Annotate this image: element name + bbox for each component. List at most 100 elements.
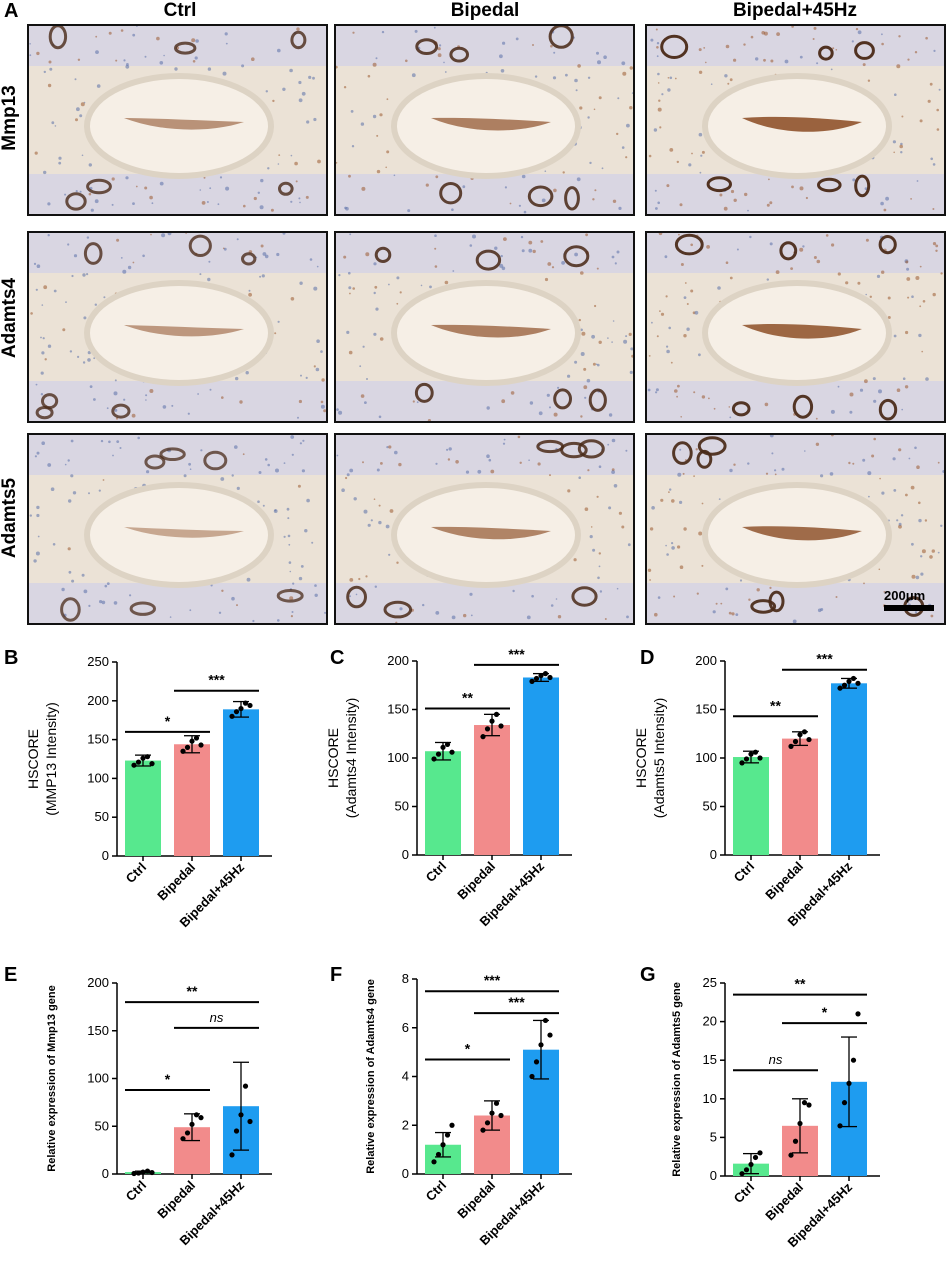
cell-nucleus bbox=[766, 203, 770, 207]
vessel bbox=[41, 393, 59, 410]
cell-nucleus bbox=[386, 446, 389, 449]
cell-nucleus bbox=[849, 392, 854, 397]
row-title-mmp13: Mmp13 bbox=[0, 85, 20, 151]
cell-nucleus bbox=[749, 235, 752, 239]
cell-nucleus bbox=[898, 524, 902, 529]
cell-nucleus bbox=[769, 586, 772, 589]
cell-nucleus bbox=[729, 276, 733, 280]
vessel bbox=[577, 439, 605, 459]
cell-nucleus bbox=[376, 169, 381, 174]
row-title-adamts4: Adamts4 bbox=[0, 277, 20, 359]
cell-nucleus bbox=[725, 261, 729, 264]
cell-nucleus bbox=[671, 499, 675, 503]
y-tick-label: 50 bbox=[395, 799, 409, 814]
chart-f: F Relative expression of Adamts4 gene 0 2 4 6… bbox=[330, 964, 572, 1248]
cell-nucleus bbox=[727, 82, 730, 85]
cell-nucleus bbox=[881, 491, 885, 495]
cell-nucleus bbox=[715, 602, 718, 605]
cell-nucleus bbox=[837, 385, 840, 388]
data-point bbox=[850, 675, 857, 682]
cell-nucleus bbox=[763, 58, 766, 62]
cell-nucleus bbox=[871, 454, 875, 458]
cell-nucleus bbox=[656, 55, 659, 58]
cell-nucleus bbox=[655, 207, 658, 210]
cell-nucleus bbox=[144, 55, 147, 58]
cell-nucleus bbox=[239, 400, 243, 404]
cell-nucleus bbox=[578, 476, 581, 479]
significance-label: ** bbox=[187, 983, 198, 999]
vessel bbox=[527, 185, 554, 208]
cell-nucleus bbox=[379, 113, 383, 117]
data-point bbox=[850, 1057, 857, 1063]
cell-nucleus bbox=[69, 350, 73, 353]
cell-nucleus bbox=[43, 285, 48, 290]
cell-nucleus bbox=[849, 410, 853, 414]
micrograph-image bbox=[29, 26, 326, 214]
cell-nucleus bbox=[667, 77, 670, 79]
micrograph-image bbox=[336, 435, 633, 623]
data-point bbox=[489, 1110, 495, 1116]
data-point bbox=[806, 736, 812, 743]
cell-nucleus bbox=[701, 564, 704, 567]
cell-nucleus bbox=[112, 454, 114, 457]
cell-nucleus bbox=[189, 468, 192, 470]
cell-nucleus bbox=[123, 59, 126, 62]
micrograph-adamts4-ctrl bbox=[27, 231, 328, 423]
cell-nucleus bbox=[36, 505, 40, 510]
cell-nucleus bbox=[378, 520, 382, 525]
cell-nucleus bbox=[316, 339, 320, 343]
cell-nucleus bbox=[399, 607, 403, 611]
cell-nucleus bbox=[528, 459, 530, 461]
cell-nucleus bbox=[515, 37, 519, 41]
cell-nucleus bbox=[920, 555, 923, 558]
cell-nucleus bbox=[900, 142, 903, 146]
cell-nucleus bbox=[40, 393, 44, 396]
cell-nucleus bbox=[900, 514, 904, 517]
cell-nucleus bbox=[755, 57, 759, 61]
cell-nucleus bbox=[367, 74, 371, 78]
cell-nucleus bbox=[577, 64, 581, 68]
cell-nucleus bbox=[469, 244, 473, 247]
data-point bbox=[131, 762, 137, 768]
bar-ctrl bbox=[425, 751, 461, 855]
cell-nucleus bbox=[940, 524, 943, 527]
data-point bbox=[189, 1121, 195, 1127]
nucleus-pulposus bbox=[84, 482, 274, 588]
cell-nucleus bbox=[336, 454, 339, 457]
cell-nucleus bbox=[236, 238, 239, 241]
cell-nucleus bbox=[341, 488, 345, 492]
cell-nucleus bbox=[344, 206, 347, 210]
cell-nucleus bbox=[799, 247, 804, 252]
cell-nucleus bbox=[290, 200, 293, 203]
cell-nucleus bbox=[608, 506, 612, 510]
cell-nucleus bbox=[523, 210, 527, 214]
lower-tissue-band bbox=[29, 381, 326, 421]
data-point bbox=[180, 748, 186, 754]
cell-nucleus bbox=[698, 531, 703, 536]
data-point bbox=[855, 1011, 861, 1017]
cell-nucleus bbox=[674, 77, 677, 80]
cell-nucleus bbox=[385, 524, 390, 529]
cell-nucleus bbox=[77, 58, 81, 61]
bar-bipedal bbox=[174, 744, 210, 856]
data-point bbox=[806, 1102, 812, 1108]
cell-nucleus bbox=[862, 63, 866, 67]
cell-nucleus bbox=[942, 470, 944, 473]
cell-nucleus bbox=[649, 579, 651, 581]
cell-nucleus bbox=[851, 40, 854, 43]
cell-nucleus bbox=[820, 474, 824, 478]
cell-nucleus bbox=[932, 163, 936, 166]
cell-nucleus bbox=[375, 57, 378, 60]
data-point bbox=[489, 718, 495, 724]
cell-nucleus bbox=[236, 486, 240, 490]
data-point bbox=[449, 749, 455, 755]
cell-nucleus bbox=[486, 454, 490, 458]
significance-label: *** bbox=[208, 672, 225, 688]
cell-nucleus bbox=[88, 492, 90, 495]
cell-nucleus bbox=[706, 245, 710, 249]
cell-nucleus bbox=[287, 517, 290, 520]
cell-nucleus bbox=[922, 300, 926, 303]
cell-nucleus bbox=[502, 442, 506, 445]
upper-tissue-band bbox=[29, 435, 326, 475]
vessel bbox=[854, 41, 875, 60]
